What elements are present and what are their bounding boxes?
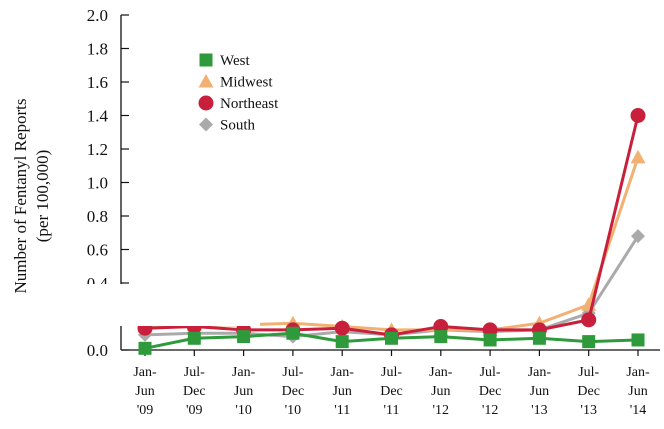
x-tick-label: '09 [186, 403, 203, 418]
x-tick-label: Dec [577, 384, 600, 399]
y-tick-label: 1.2 [87, 140, 108, 159]
x-tick-label: Jan- [429, 365, 453, 380]
y-axis-title-line: (per 100,000) [33, 150, 52, 243]
legend-item-south: South [199, 117, 256, 134]
x-tick-label: '10 [285, 403, 302, 418]
x-tick-label: Jul- [184, 365, 205, 380]
x-tick-label: '14 [630, 403, 647, 418]
legend-marker-south [199, 117, 213, 132]
west-square-marker [187, 331, 201, 345]
y-tick-label: 2.0 [87, 6, 108, 25]
x-tick-label: Jul- [480, 365, 501, 380]
x-tick-label: Jan- [626, 365, 650, 380]
west-square-marker [532, 331, 546, 345]
x-tick-label: Jan- [133, 365, 157, 380]
west-square-marker [631, 333, 645, 347]
legend-item-northeast: Northeast [198, 95, 279, 112]
west-square-marker [335, 335, 349, 349]
x-tick-label: Jan- [528, 365, 552, 380]
series-west [138, 326, 645, 355]
x-tick-label: Jan- [232, 365, 256, 380]
y-axis-title: Number of Fentanyl Reports (per 100,000) [11, 99, 52, 294]
y-tick-label: 0.0 [87, 341, 108, 360]
x-tick-label: Jun [431, 384, 450, 399]
west-square-marker [582, 335, 596, 349]
legend-label: West [220, 53, 250, 69]
y-tick-label: 0.6 [87, 241, 108, 260]
legend: West Midwest Northeast South [198, 53, 279, 134]
x-tick-label: Jun [234, 384, 253, 399]
y-tick-label: 0.8 [87, 207, 108, 226]
legend-marker-west [199, 53, 213, 67]
x-tick-label: Dec [183, 384, 206, 399]
x-tick-label: Jul- [578, 365, 599, 380]
northeast-circle-marker [334, 320, 350, 336]
x-axis: Jan- Jun '09 Jul- Dec '09 Jan- Jun '10 Jul- Dec '10… [121, 349, 660, 418]
axis-break-band-inner [118, 284, 258, 316]
y-tick-label: 1.6 [87, 73, 108, 92]
midwest-triangle-marker [630, 149, 646, 164]
legend-label: Midwest [220, 75, 273, 91]
x-tick-label: Dec [479, 384, 502, 399]
legend-item-west: West [199, 53, 250, 69]
legend-item-midwest: Midwest [198, 74, 273, 91]
northeast-circle-marker [581, 312, 597, 328]
x-tick-label: '11 [334, 403, 350, 418]
y-axis-title-line: Number of Fentanyl Reports [11, 99, 30, 294]
legend-marker-northeast [198, 95, 214, 111]
west-square-marker [138, 341, 152, 355]
x-tick-label: Dec [282, 384, 305, 399]
x-tick-label: '12 [482, 403, 499, 418]
x-tick-label: Jun [135, 384, 154, 399]
y-tick-label: 1.4 [87, 107, 109, 126]
x-tick-label: Dec [380, 384, 403, 399]
x-tick-label: '11 [383, 403, 399, 418]
x-tick-label: Jun [628, 384, 647, 399]
south-diamond-marker [631, 229, 645, 244]
x-tick-label: '13 [580, 403, 597, 418]
x-tick-label: Jun [332, 384, 351, 399]
legend-marker-midwest [198, 74, 214, 88]
west-square-marker [385, 331, 398, 345]
x-tick-label: '12 [433, 403, 450, 418]
y-tick-label: 1.8 [87, 40, 108, 59]
x-tick-label: Jul- [381, 365, 402, 380]
legend-label: South [220, 118, 256, 134]
x-tick-label: Jul- [282, 365, 303, 380]
legend-label: Northeast [220, 96, 279, 112]
axis-break-mask [60, 284, 260, 326]
west-square-marker [483, 333, 497, 347]
west-square-marker [434, 330, 448, 344]
x-tick-label: '10 [235, 403, 252, 418]
x-tick-label: '09 [137, 403, 154, 418]
west-square-marker [237, 330, 251, 344]
x-tick-label: Jan- [331, 365, 355, 380]
x-tick-label: Jun [530, 384, 549, 399]
northeast-circle-marker [630, 108, 646, 123]
y-tick-label: 1.0 [87, 174, 108, 193]
x-tick-label: '13 [531, 403, 548, 418]
west-square-marker [286, 326, 300, 340]
